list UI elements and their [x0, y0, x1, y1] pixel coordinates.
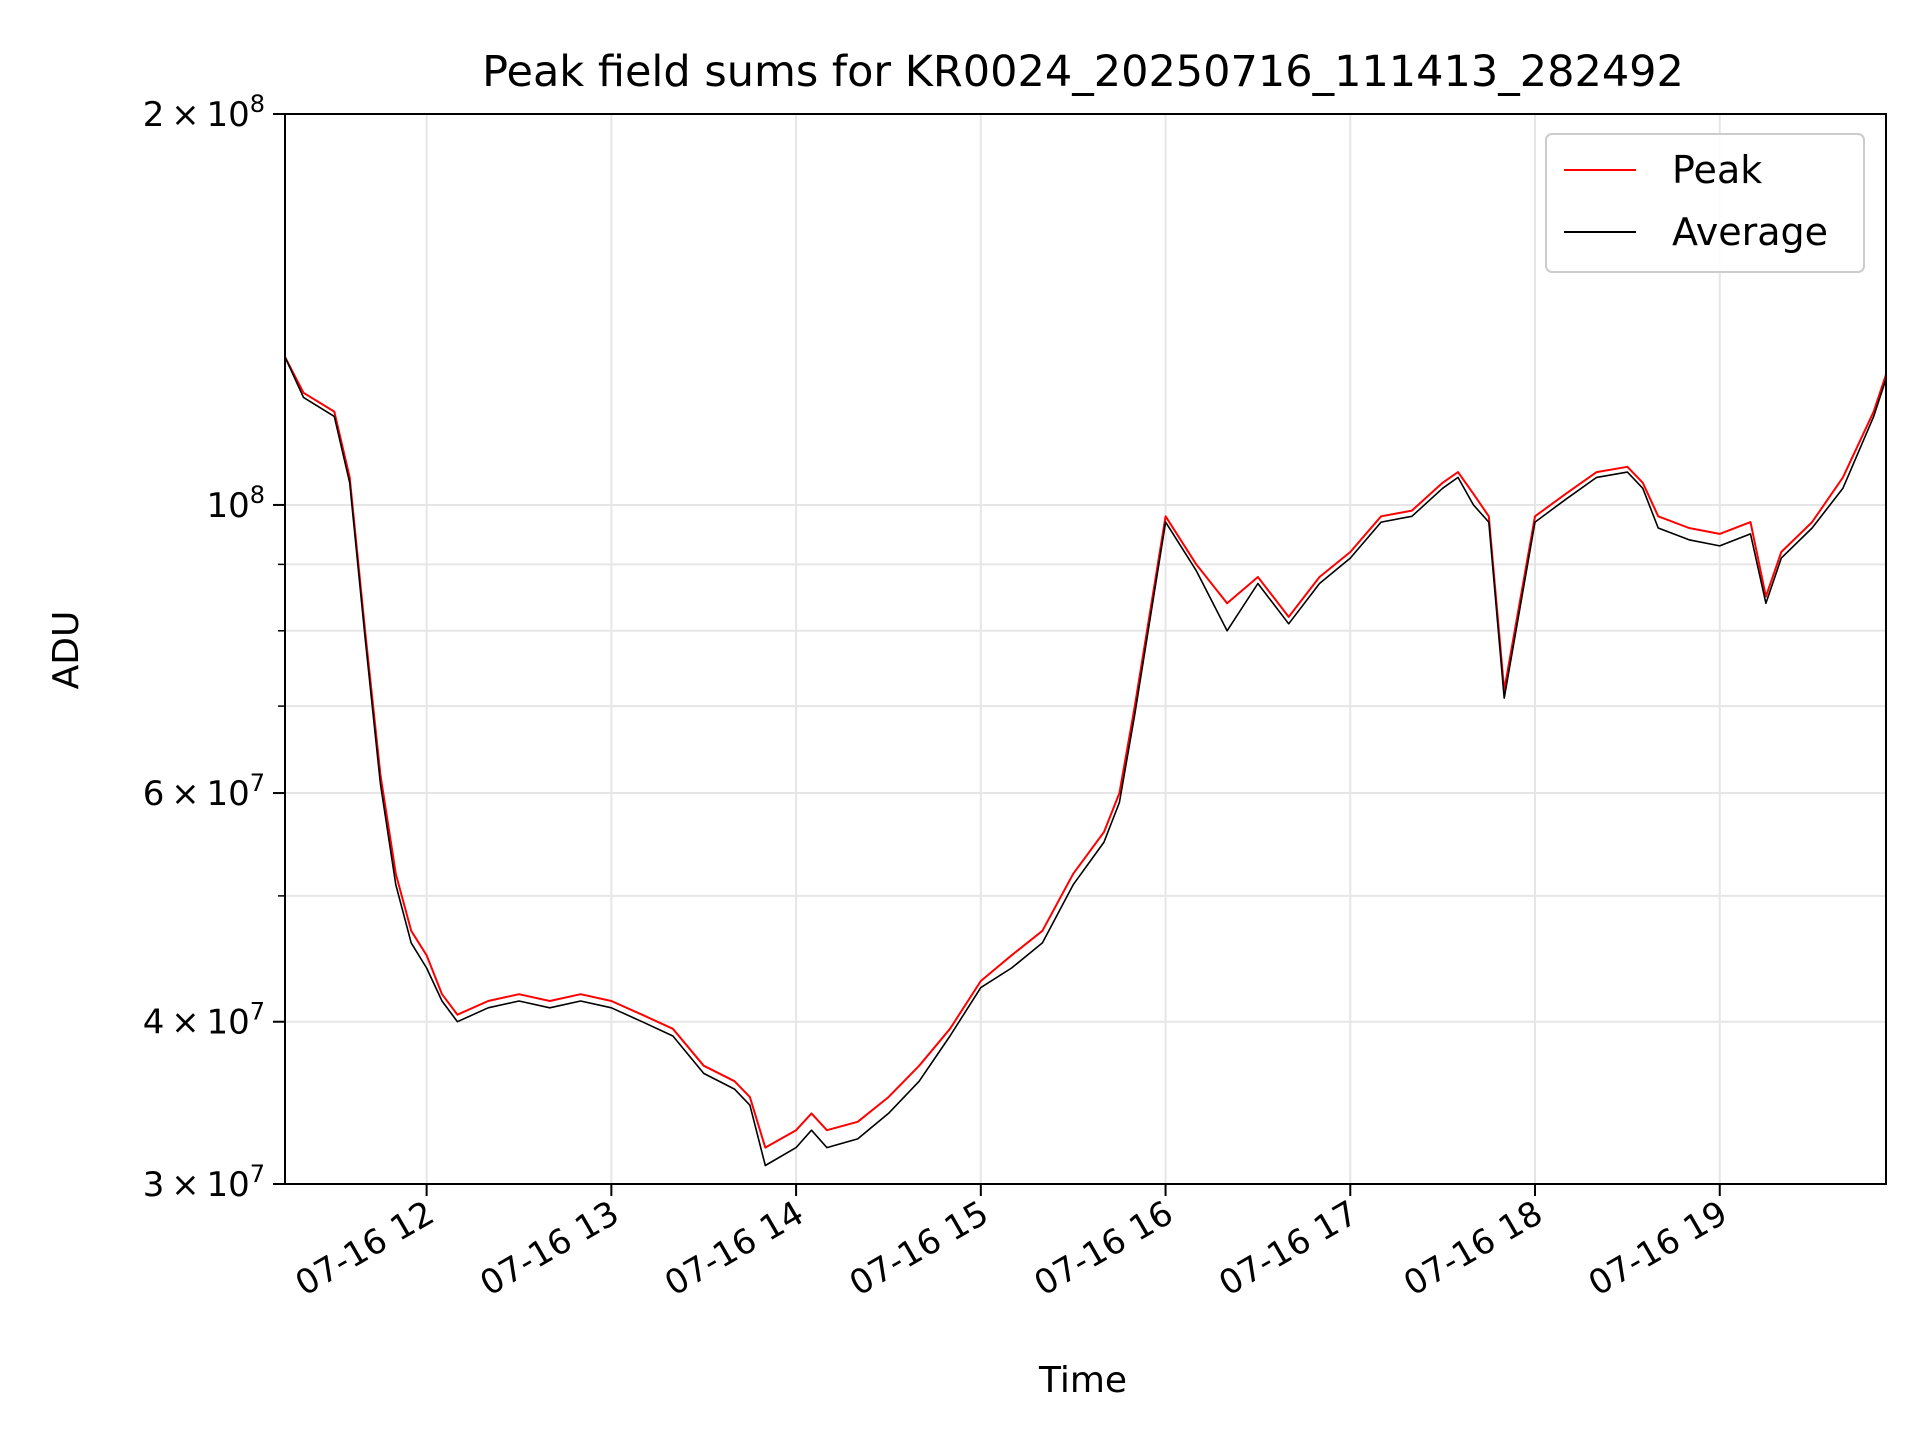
plot-frame — [284, 113, 1887, 1185]
x-tick-label: 07-16 14 — [658, 1193, 810, 1304]
legend-label-average: Average — [1672, 210, 1828, 254]
y-tick-label: 4 × 107 — [143, 998, 265, 1043]
x-tick-label: 07-16 12 — [289, 1193, 441, 1304]
y-tick-label: 108 — [206, 481, 265, 526]
y-tick-label: 6 × 107 — [143, 769, 265, 814]
chart-title: Peak field sums for KR0024_20250716_1114… — [482, 47, 1684, 97]
x-tick-label: 07-16 13 — [473, 1193, 625, 1304]
series-line-peak — [284, 356, 1887, 1149]
y-axis-title: ADU — [46, 611, 87, 690]
x-tick-label: 07-16 17 — [1212, 1193, 1364, 1304]
x-axis-title: Time — [1038, 1360, 1127, 1401]
y-tick-label: 3 × 107 — [143, 1160, 265, 1205]
legend-label-peak: Peak — [1672, 148, 1762, 192]
x-tick-label: 07-16 15 — [843, 1193, 995, 1304]
data-series — [284, 356, 1887, 1167]
legend-box — [1545, 133, 1865, 273]
x-tick-label: 07-16 18 — [1397, 1193, 1549, 1304]
y-tick-label: 2 × 108 — [143, 90, 265, 135]
series-line-average — [284, 356, 1887, 1167]
legend: Peak Average — [1545, 133, 1865, 273]
x-tick-label: 07-16 16 — [1028, 1193, 1180, 1304]
x-tick-label: 07-16 19 — [1582, 1193, 1734, 1304]
grid-lines — [285, 113, 1886, 1185]
